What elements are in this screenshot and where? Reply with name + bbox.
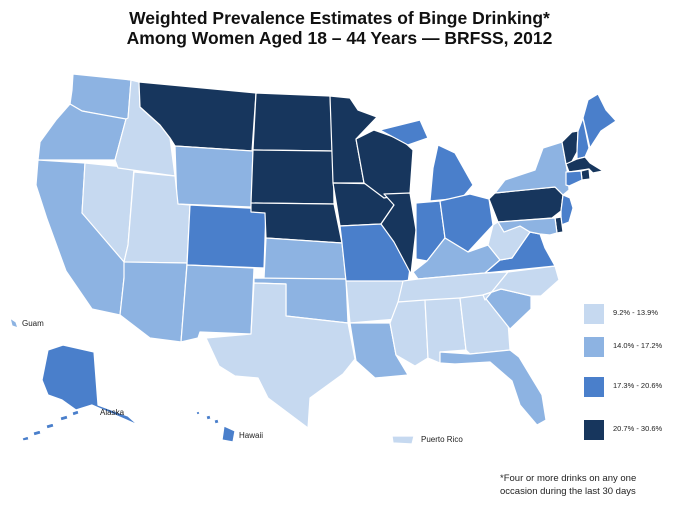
puerto-rico-label: Puerto Rico [421, 435, 463, 444]
legend-swatch [584, 377, 604, 397]
state-MD [497, 217, 558, 236]
alaska-islands [21, 409, 80, 442]
state-WI [355, 129, 414, 199]
map-title: Weighted Prevalence Estimates of Binge D… [0, 8, 679, 48]
state-AZ [119, 261, 188, 343]
title-line-2: Among Women Aged 18 – 44 Years — BRFSS, … [126, 28, 553, 48]
state-CT [565, 170, 583, 187]
legend-swatch [584, 304, 604, 324]
legend-label: 17.3% - 20.6% [613, 381, 663, 390]
state-NY [494, 141, 570, 196]
guam-label: Guam [22, 319, 44, 328]
legend-label: 9.2% - 13.9% [613, 308, 659, 317]
state-WY [174, 145, 254, 208]
state-FL [439, 349, 547, 426]
state-ME [582, 93, 617, 149]
state-NJ [560, 194, 574, 226]
state-OR [37, 103, 127, 161]
state-IL [380, 192, 417, 275]
state-HI [195, 410, 236, 443]
state-NM [180, 264, 255, 343]
legend-swatch [584, 337, 604, 357]
legend-swatch [584, 420, 604, 440]
title-line-1: Weighted Prevalence Estimates of Binge D… [129, 8, 550, 28]
territory-GU [9, 317, 19, 329]
legend-label: 20.7% - 30.6% [613, 424, 663, 433]
hawaii-label: Hawaii [239, 431, 263, 440]
legend-label: 14.0% - 17.2% [613, 341, 663, 350]
state-ND [252, 92, 334, 152]
footnote: *Four or more drinks on any one occasion… [500, 473, 637, 497]
territory-PR [391, 435, 415, 445]
state-KS [263, 237, 347, 280]
alaska-label: Alaska [100, 408, 125, 417]
state-TX [205, 282, 356, 429]
state-CO [186, 204, 267, 269]
state-NC [482, 265, 560, 301]
state-AK [41, 344, 139, 426]
state-SD [250, 149, 335, 205]
